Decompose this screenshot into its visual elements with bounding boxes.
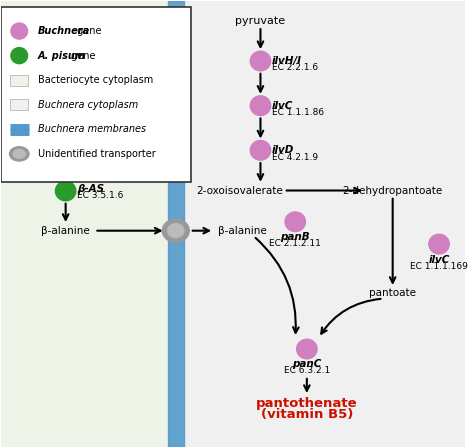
Circle shape — [250, 96, 271, 116]
Text: Buchnera cytoplasm: Buchnera cytoplasm — [38, 100, 138, 110]
Ellipse shape — [13, 150, 25, 158]
Text: ilvC: ilvC — [272, 101, 293, 111]
Circle shape — [285, 212, 305, 232]
Circle shape — [297, 339, 317, 359]
Text: gene: gene — [74, 26, 101, 36]
Text: EC 3.5.1.6: EC 3.5.1.6 — [77, 191, 124, 200]
Circle shape — [429, 234, 449, 254]
Text: ilvD: ilvD — [272, 145, 294, 155]
Bar — [184, 1, 465, 447]
Bar — [10, 99, 27, 110]
Circle shape — [11, 47, 27, 64]
Text: EC 2.2.1.6: EC 2.2.1.6 — [272, 63, 318, 72]
Ellipse shape — [168, 224, 184, 238]
Text: Bacteriocyte cytoplasm: Bacteriocyte cytoplasm — [38, 75, 153, 85]
Ellipse shape — [163, 219, 189, 242]
Text: Buchnera: Buchnera — [38, 26, 90, 36]
Circle shape — [55, 140, 76, 159]
Text: ilvC: ilvC — [428, 255, 450, 265]
Text: pantoate: pantoate — [369, 288, 416, 298]
Ellipse shape — [9, 147, 29, 161]
Circle shape — [250, 141, 271, 160]
Text: EC 1.1.1.169: EC 1.1.1.169 — [410, 263, 468, 271]
Text: EC 3.5.2.2: EC 3.5.2.2 — [77, 150, 123, 159]
Circle shape — [55, 181, 76, 201]
Text: DPD: DPD — [77, 102, 102, 112]
Circle shape — [250, 51, 271, 71]
Text: pyruvate: pyruvate — [236, 16, 285, 26]
Text: β-AS: β-AS — [77, 184, 104, 194]
Text: 2-dehydropantoate: 2-dehydropantoate — [343, 185, 443, 195]
Text: A. pisum: A. pisum — [38, 51, 86, 60]
Circle shape — [11, 23, 27, 39]
FancyBboxPatch shape — [0, 8, 191, 181]
Text: β-alanine: β-alanine — [218, 226, 266, 236]
Bar — [10, 75, 27, 86]
Text: DHPase: DHPase — [77, 143, 122, 153]
Text: Buchnera membranes: Buchnera membranes — [38, 124, 146, 134]
Text: gene: gene — [68, 51, 95, 60]
Bar — [168, 1, 184, 447]
Text: uracil: uracil — [50, 67, 81, 77]
Text: panB: panB — [281, 232, 310, 241]
Text: EC 6.3.2.1: EC 6.3.2.1 — [284, 366, 330, 375]
Text: Unidentified transporter: Unidentified transporter — [38, 149, 155, 159]
Text: pantothenate: pantothenate — [256, 397, 358, 410]
Text: β-alanine: β-alanine — [41, 226, 90, 236]
Text: EC 1.1.1.86: EC 1.1.1.86 — [272, 108, 324, 117]
Text: EC 1.3.1.2: EC 1.3.1.2 — [77, 109, 124, 118]
Text: ilvH/I: ilvH/I — [272, 56, 302, 66]
Text: (vitamin B5): (vitamin B5) — [261, 408, 353, 421]
Text: EC 4.2.1.9: EC 4.2.1.9 — [272, 152, 318, 162]
Text: EC 2.1.2.11: EC 2.1.2.11 — [269, 239, 321, 248]
Text: panC: panC — [292, 359, 321, 369]
Circle shape — [55, 99, 76, 119]
Text: 2-oxoisovalerate: 2-oxoisovalerate — [196, 185, 283, 195]
